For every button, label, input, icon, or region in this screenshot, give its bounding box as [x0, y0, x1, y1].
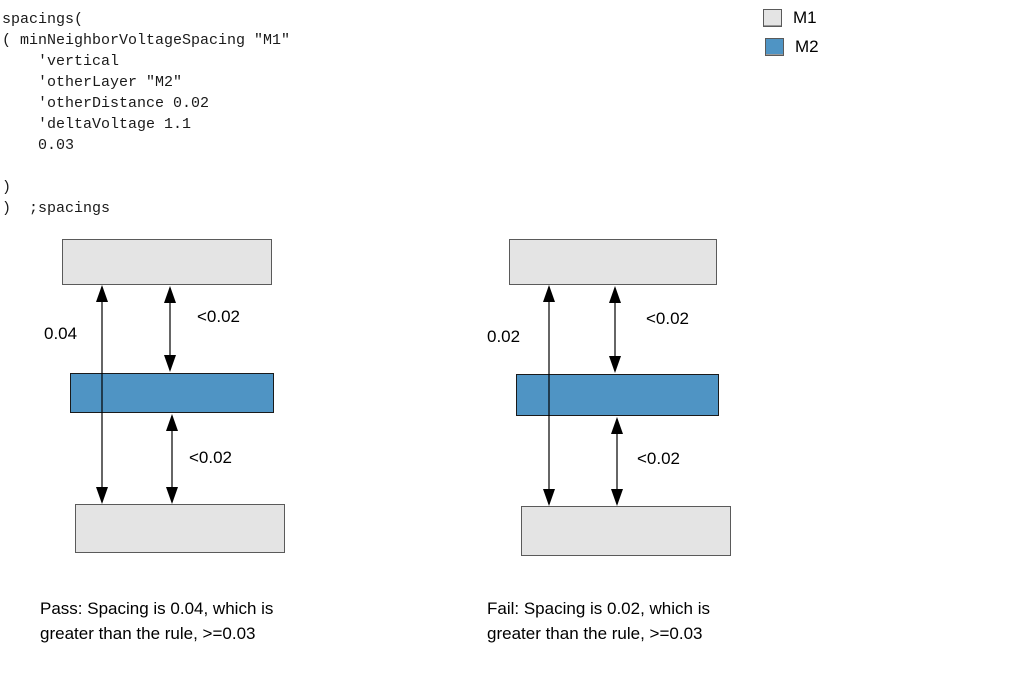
- spacing-arrow: [543, 285, 555, 506]
- m2-rect: [70, 373, 274, 413]
- pass-caption-line1: Pass: Spacing is 0.04, which is: [40, 599, 274, 618]
- upper-gap-label: <0.02: [197, 307, 241, 326]
- pass-caption-line2: greater than the rule, >=0.03: [40, 624, 256, 643]
- legend-item-m2: M2: [765, 37, 819, 57]
- lower-gap-label: <0.02: [637, 449, 681, 468]
- legend-label-m1: M1: [793, 8, 817, 27]
- m1-rect-bottom: [75, 504, 285, 553]
- m1-rect-top: [62, 239, 272, 285]
- upper-gap-label: <0.02: [646, 309, 690, 328]
- lower-gap-arrow: [611, 417, 623, 506]
- code-listing: spacings( ( minNeighborVoltageSpacing "M…: [2, 11, 291, 217]
- spacing-value-label: 0.02: [487, 327, 521, 346]
- m1-rect-bottom: [521, 506, 731, 556]
- spacing-value-label: 0.04: [44, 324, 78, 343]
- lower-gap-arrow: [166, 414, 178, 504]
- pass-caption: Pass: Spacing is 0.04, which is greater …: [40, 596, 273, 646]
- legend-label-m2: M2: [795, 37, 819, 56]
- spacing-arrow: [96, 285, 108, 504]
- m1-rect-top: [509, 239, 717, 285]
- legend-item-m1: M1: [763, 8, 817, 28]
- m2-rect: [516, 374, 719, 416]
- fail-caption-line1: Fail: Spacing is 0.02, which is: [487, 599, 710, 618]
- upper-gap-arrow: [164, 286, 176, 372]
- fail-caption-line2: greater than the rule, >=0.03: [487, 624, 703, 643]
- lower-gap-label: <0.02: [189, 448, 233, 467]
- m1-swatch: [763, 9, 782, 27]
- m2-swatch: [765, 38, 784, 56]
- upper-gap-arrow: [609, 286, 621, 373]
- fail-caption: Fail: Spacing is 0.02, which is greater …: [487, 596, 710, 646]
